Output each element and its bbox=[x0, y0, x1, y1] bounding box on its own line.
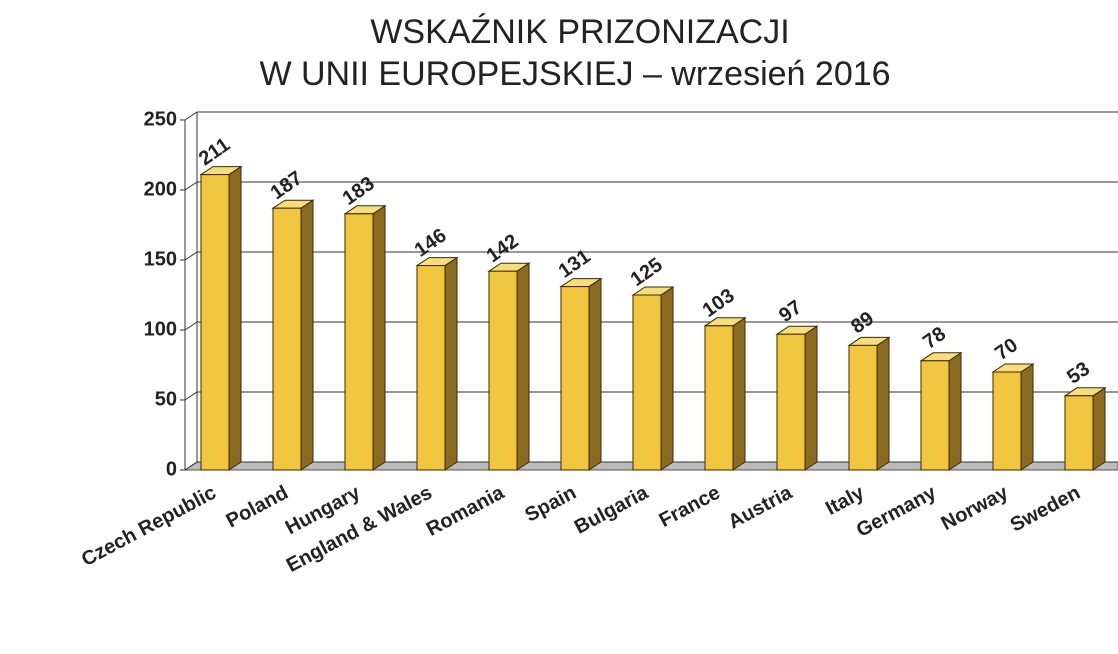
x-tick-label: Bulgaria bbox=[571, 481, 653, 538]
bar bbox=[560, 286, 590, 471]
bar-side bbox=[444, 256, 458, 471]
grid-line bbox=[184, 391, 198, 401]
bar bbox=[200, 174, 230, 471]
bar bbox=[920, 360, 950, 471]
grid-line bbox=[184, 461, 198, 471]
value-label: 211 bbox=[195, 134, 234, 171]
bar bbox=[848, 344, 878, 471]
bar-side bbox=[876, 336, 890, 471]
x-tick-label: Poland bbox=[223, 482, 292, 533]
bar bbox=[416, 265, 446, 471]
value-label: 78 bbox=[919, 323, 950, 354]
y-tick-label: 50 bbox=[155, 388, 177, 410]
x-tick-label: Romania bbox=[423, 481, 509, 540]
bar bbox=[704, 325, 734, 471]
value-label: 125 bbox=[627, 254, 667, 291]
chart-title: WSKAŹNIK PRIZONIZACJI bbox=[370, 13, 789, 51]
bar-side bbox=[516, 262, 530, 471]
x-tick-label: Norway bbox=[938, 481, 1013, 535]
y-tick-label: 0 bbox=[166, 458, 177, 480]
grid-line bbox=[184, 181, 198, 191]
x-tick-label: Germany bbox=[853, 481, 941, 542]
x-tick-label: Czech Republic bbox=[78, 482, 220, 571]
x-tick-label: France bbox=[656, 482, 724, 532]
value-label: 146 bbox=[411, 224, 451, 261]
bar bbox=[1064, 395, 1094, 471]
value-label: 142 bbox=[483, 230, 523, 267]
value-label: 131 bbox=[555, 245, 595, 282]
bar-side bbox=[372, 204, 386, 471]
y-tick-label: 200 bbox=[144, 178, 177, 200]
chart-title: W UNII EUROPEJSKIEJ – wrzesień 2016 bbox=[259, 55, 890, 93]
grid-line bbox=[184, 251, 198, 261]
x-tick-label: Sweden bbox=[1007, 482, 1084, 537]
value-label: 183 bbox=[339, 173, 379, 210]
bar-side bbox=[1020, 363, 1034, 471]
bar-side bbox=[732, 316, 746, 471]
grid-line bbox=[184, 321, 198, 331]
value-label: 70 bbox=[991, 334, 1022, 365]
bar bbox=[776, 333, 806, 471]
grid-line bbox=[184, 111, 198, 121]
x-tick-label: Italy bbox=[822, 481, 868, 520]
bar-side bbox=[1092, 386, 1106, 471]
value-label: 89 bbox=[847, 307, 878, 338]
bar-side bbox=[300, 199, 314, 471]
bar-side bbox=[588, 277, 602, 471]
y-tick-label: 100 bbox=[144, 318, 177, 340]
bar bbox=[344, 213, 374, 471]
value-label: 53 bbox=[1063, 358, 1094, 389]
bar bbox=[632, 294, 662, 471]
bar-side bbox=[804, 325, 818, 471]
bar-side bbox=[948, 351, 962, 471]
value-label: 103 bbox=[699, 285, 739, 322]
bar bbox=[992, 371, 1022, 471]
x-tick-label: Austria bbox=[725, 481, 797, 533]
y-tick-label: 250 bbox=[144, 108, 177, 130]
bar-side bbox=[660, 286, 674, 471]
value-label: 187 bbox=[267, 167, 307, 204]
bar bbox=[272, 207, 302, 471]
y-tick-label: 150 bbox=[144, 248, 177, 270]
bar bbox=[488, 270, 518, 471]
bar-side bbox=[228, 165, 242, 471]
